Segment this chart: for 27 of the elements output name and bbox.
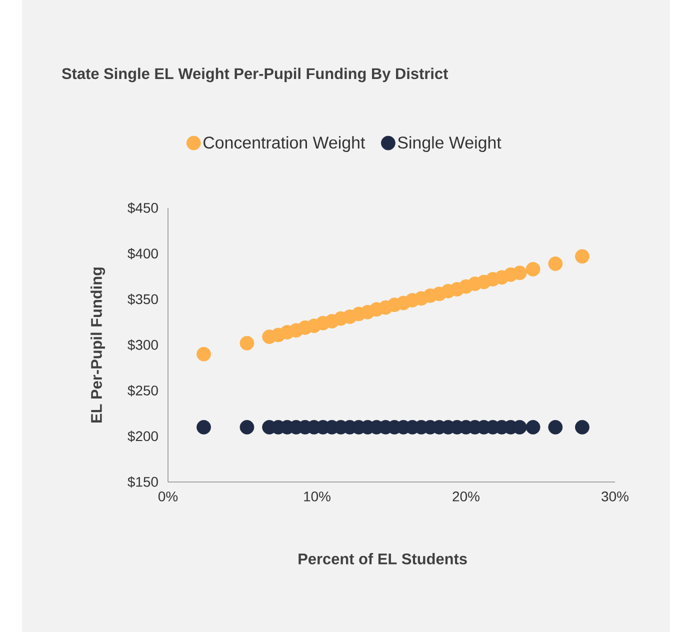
x-tick-label: 30% (602, 492, 628, 502)
x-tick-label: 0% (158, 492, 178, 502)
point (512, 266, 527, 280)
point (526, 420, 540, 434)
point (548, 420, 563, 434)
point (240, 336, 254, 350)
point (526, 262, 540, 276)
y-tick-label: $200 (128, 430, 158, 442)
x-axis-title: Percent of EL Students (298, 553, 467, 564)
y-tick-label: $150 (128, 476, 158, 488)
chart-title: State Single EL Weight Per-Pupil Funding By District (62, 68, 448, 82)
x-tick-label: 10% (304, 492, 330, 502)
y-tick-label: $250 (128, 385, 158, 396)
y-tick-label: $450 (128, 202, 158, 214)
y-axis-title: EL Per-Pupil Funding (90, 268, 106, 422)
y-tick-label: $400 (128, 248, 158, 260)
legend-label: Single Weight (398, 136, 502, 152)
point (196, 346, 211, 362)
legend-label: Concentration Weight (204, 136, 366, 152)
y-tick-label: $350 (128, 294, 158, 305)
point (575, 249, 590, 264)
point (548, 256, 563, 271)
point (575, 420, 590, 434)
y-tick-label: $300 (128, 339, 158, 351)
point (240, 420, 254, 434)
x-tick-label: 20% (452, 492, 480, 502)
point (196, 420, 211, 434)
